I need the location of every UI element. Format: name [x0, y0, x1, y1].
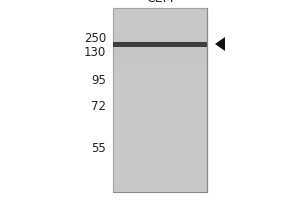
Bar — [113, 186, 207, 192]
Bar — [113, 118, 207, 125]
Bar — [113, 100, 207, 106]
Text: CEM: CEM — [146, 0, 174, 5]
Bar — [113, 26, 207, 33]
Bar — [113, 125, 207, 131]
Bar — [113, 51, 207, 57]
Bar — [113, 106, 207, 112]
Bar — [113, 14, 207, 20]
Bar — [113, 57, 207, 63]
Text: 72: 72 — [91, 99, 106, 112]
Bar — [113, 69, 207, 75]
Bar — [113, 155, 207, 161]
Text: 130: 130 — [84, 46, 106, 58]
Text: 55: 55 — [91, 142, 106, 154]
Bar — [113, 45, 207, 51]
Bar — [113, 42, 207, 46]
Bar — [113, 167, 207, 174]
Polygon shape — [215, 37, 225, 51]
Bar — [113, 180, 207, 186]
Bar — [113, 88, 207, 94]
Bar — [113, 20, 207, 26]
Bar — [113, 63, 207, 69]
Text: 95: 95 — [91, 73, 106, 86]
Bar — [113, 8, 207, 192]
Bar — [113, 137, 207, 143]
Bar — [113, 33, 207, 39]
Text: 250: 250 — [84, 31, 106, 45]
Bar — [113, 94, 207, 100]
Bar — [113, 174, 207, 180]
Bar — [113, 131, 207, 137]
Bar — [113, 8, 207, 192]
Bar — [113, 8, 207, 14]
Bar — [113, 143, 207, 149]
Bar — [113, 112, 207, 118]
Bar — [113, 39, 207, 45]
Bar — [113, 161, 207, 167]
Bar — [113, 149, 207, 155]
Bar — [113, 82, 207, 88]
Bar — [113, 75, 207, 82]
